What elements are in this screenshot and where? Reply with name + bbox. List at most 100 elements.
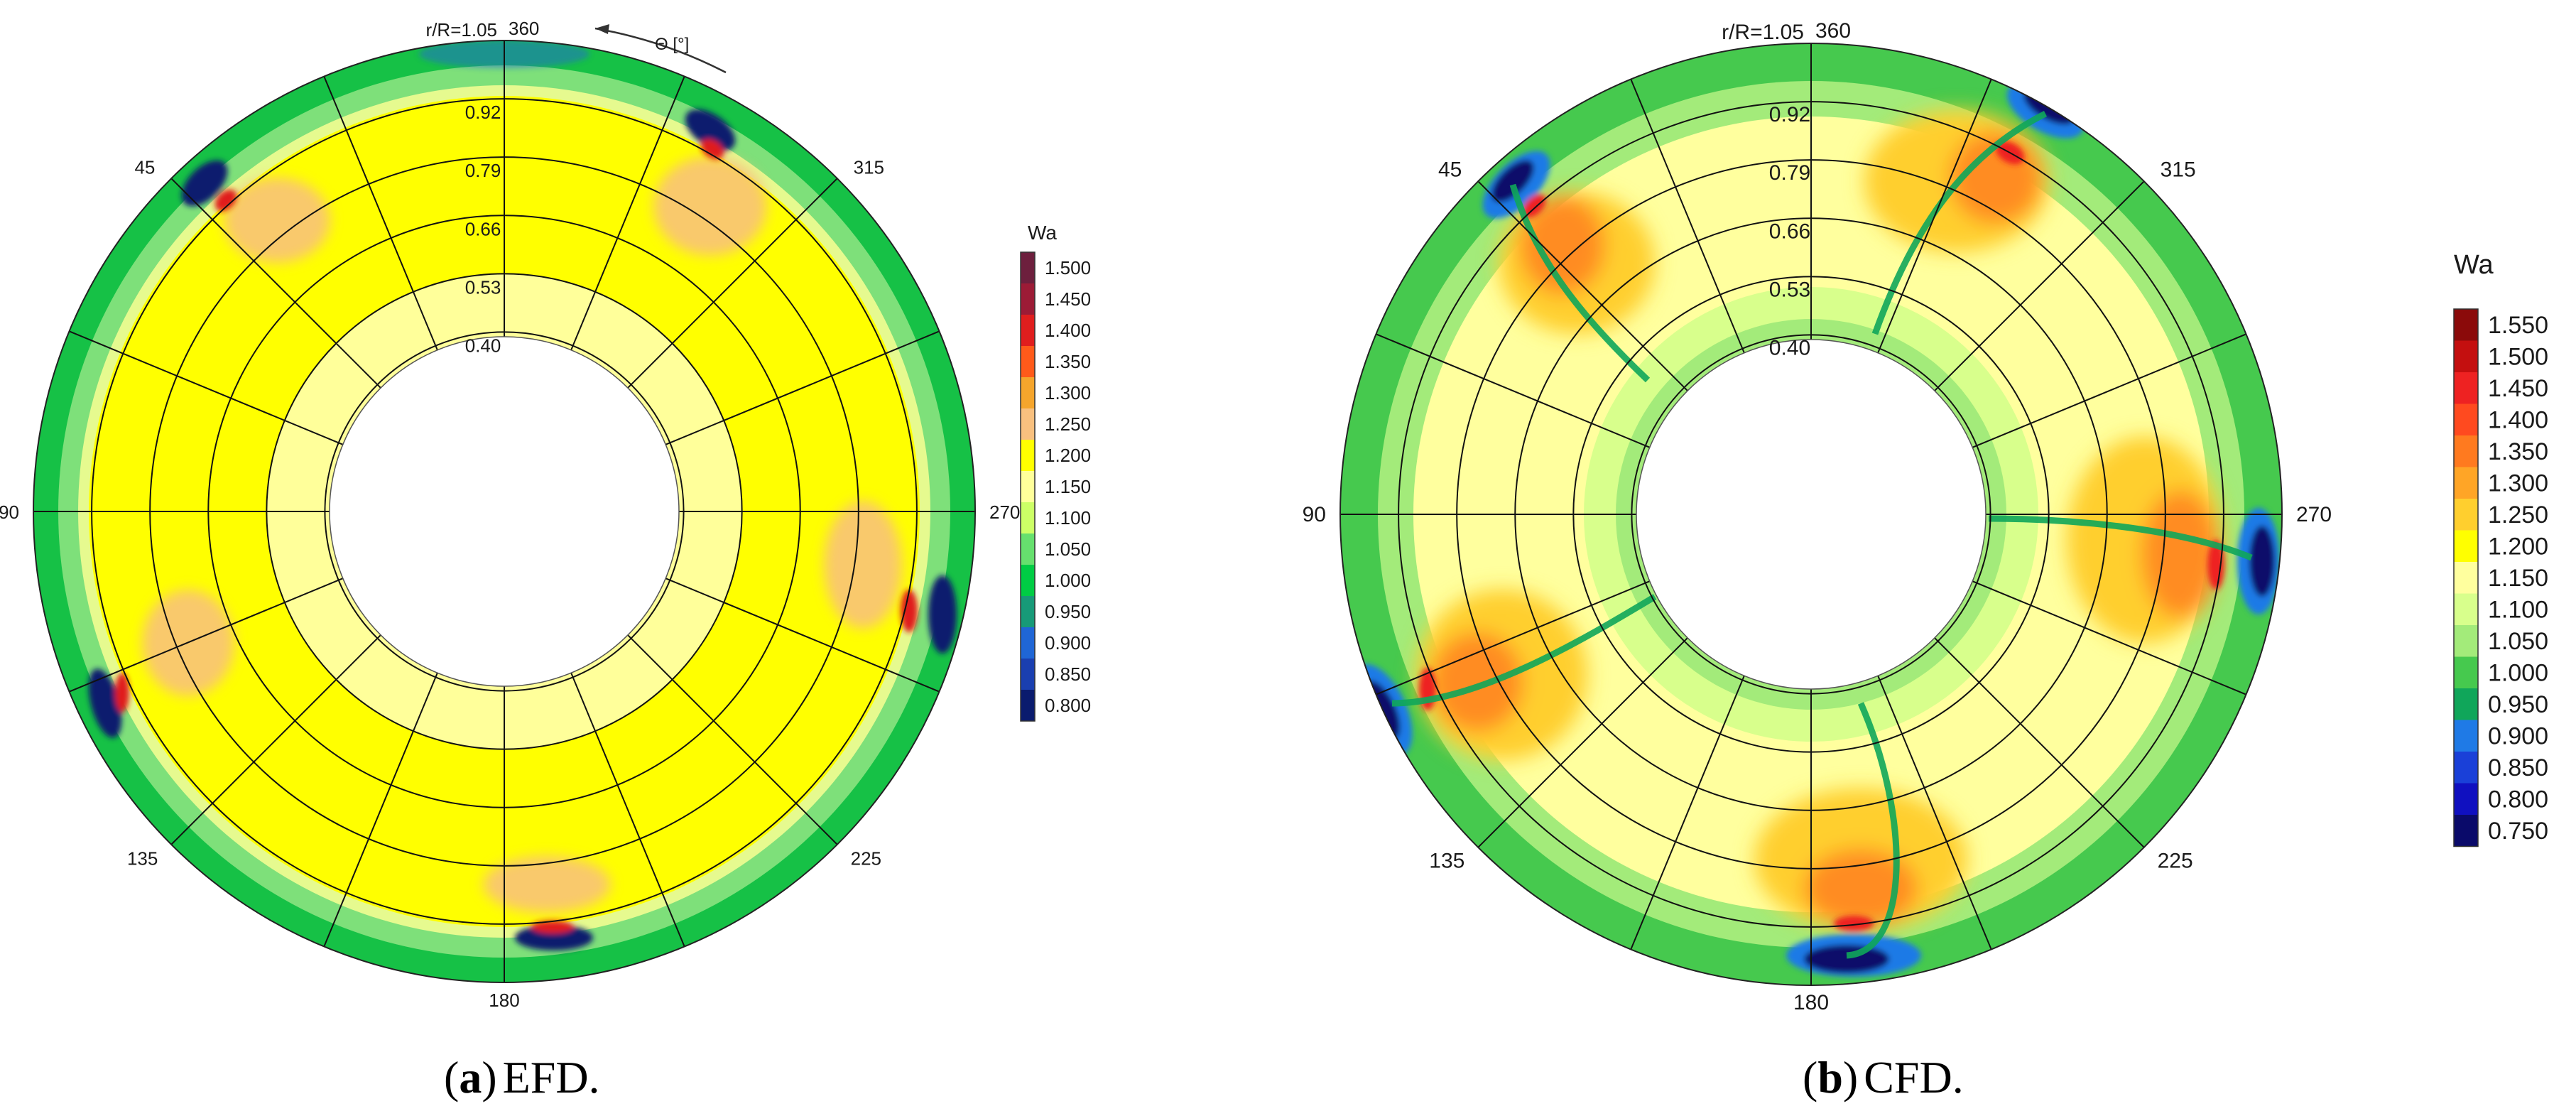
radius-label: 0.40 [1769, 336, 1810, 359]
angle-spoke [570, 76, 685, 351]
legend-title: Wa [1028, 222, 1057, 244]
legend-level-label: 1.550 [2488, 312, 2548, 339]
angle-label: 315 [854, 156, 884, 178]
angle-label: 135 [1429, 850, 1464, 873]
angle-spoke [1376, 580, 1651, 695]
legend-swatch [2454, 815, 2478, 847]
angle-spoke [1972, 333, 2246, 448]
angle-label: 45 [1438, 158, 1462, 181]
legend-level-label: 1.150 [1045, 476, 1091, 497]
legend-cfd: Wa 1.550 1.500 1.450 1.400 1.350 1.300 1.250 1.2… [2453, 250, 2548, 847]
legend-swatch [1021, 440, 1035, 471]
legend-level-label: 0.850 [1045, 663, 1091, 685]
angle-spoke [69, 330, 344, 445]
polar-contour-efd: r/R=1.05 0.92 0.79 0.66 0.53 0.40 360 45 90 135 1… [0, 18, 1091, 1103]
radius-label: 0.92 [1769, 103, 1810, 126]
legend-swatch [1021, 659, 1035, 690]
angle-spoke [1877, 79, 1992, 354]
legend-level-label: 1.050 [1045, 538, 1091, 560]
legend-frame [2453, 308, 2479, 847]
angle-spoke [1934, 180, 2145, 391]
radius-label: 0.79 [465, 160, 501, 181]
angle-label: 270 [2296, 503, 2332, 526]
angle-spoke [665, 578, 940, 693]
angle-spoke [627, 634, 838, 845]
legend-level-label: 0.800 [1045, 695, 1091, 716]
angle-label: 225 [851, 848, 881, 869]
legend-level-label: 1.200 [2488, 533, 2548, 560]
angle-label: 360 [1815, 19, 1851, 43]
angle-label: 180 [489, 990, 519, 1011]
legend-level-label: 1.450 [2488, 375, 2548, 402]
legend-swatch [1021, 377, 1035, 408]
caption-cfd: (b) CFD. [1803, 1052, 1964, 1103]
angle-label: 45 [134, 156, 155, 178]
arrow-head-icon [595, 24, 609, 34]
legend-swatch [2454, 467, 2478, 499]
angle-spoke [627, 178, 838, 389]
legend-swatch [2454, 783, 2478, 815]
angle-spoke [1376, 333, 1651, 448]
legend-swatch [1021, 502, 1035, 533]
legend-level-label: 1.400 [2488, 407, 2548, 434]
legend-frame [1020, 251, 1036, 722]
theta-direction-arrow [594, 27, 727, 74]
radius-label: r/R=1.05 [426, 19, 497, 40]
legend-level-label: 0.950 [1045, 601, 1091, 622]
radius-label: 0.66 [465, 218, 501, 239]
legend-level-label: 1.100 [2488, 597, 2548, 624]
legend-swatch [2454, 720, 2478, 752]
legend-swatch [1021, 471, 1035, 502]
radius-labels-efd: r/R=1.05 0.92 0.79 0.66 0.53 0.40 [426, 19, 501, 356]
legend-level-label: 1.000 [2488, 660, 2548, 687]
legend-level-label: 1.100 [1045, 507, 1091, 529]
legend-swatch [1021, 283, 1035, 315]
angle-label: 315 [2161, 158, 2196, 181]
angle-spoke [1934, 637, 2145, 848]
legend-level-label: 1.300 [2488, 470, 2548, 497]
legend-swatch [1021, 533, 1035, 565]
angle-spoke [323, 76, 438, 351]
legend-swatch [1021, 252, 1035, 283]
legend-level-label: 1.500 [1045, 257, 1091, 278]
legend-swatch [2454, 562, 2478, 594]
angle-spoke [1477, 637, 1688, 848]
legend-level-label: 0.850 [2488, 754, 2548, 781]
legend-level-label: 0.900 [2488, 723, 2548, 750]
legend-swatch [2454, 593, 2478, 625]
legend-level-label: 0.900 [1045, 632, 1091, 654]
radius-label: 0.79 [1769, 161, 1810, 185]
legend-swatch [2454, 340, 2478, 372]
legend-level-label: 0.800 [2488, 786, 2548, 813]
angle-label: 225 [2158, 850, 2193, 873]
angle-label: 90 [0, 502, 19, 523]
legend-swatch [2454, 499, 2478, 531]
legend-level-label: 1.150 [2488, 565, 2548, 592]
legend-level-label: 1.200 [1045, 445, 1091, 466]
angle-labels-efd: 360 45 90 135 180 225 270 315 [0, 18, 1020, 1011]
legend-level-label: 1.250 [1045, 413, 1091, 435]
legend-level-label: 1.300 [1045, 382, 1091, 403]
legend-level-label: 1.000 [1045, 570, 1091, 591]
angle-label: 90 [1303, 503, 1326, 526]
angle-spoke [570, 672, 685, 947]
legend-level-label: 1.500 [2488, 344, 2548, 371]
legend-level-label: 0.950 [2488, 691, 2548, 718]
angle-labels-cfd: 360 45 90 135 180 225 270 315 [1303, 19, 2332, 1014]
legend-swatch [1021, 627, 1035, 659]
angle-label: 270 [989, 502, 1020, 523]
legend-level-label: 1.050 [2488, 628, 2548, 655]
radius-label: 0.53 [1769, 278, 1810, 301]
angle-spoke [1630, 675, 1745, 950]
radius-label: 0.53 [465, 276, 501, 298]
legend-efd: Wa 1.500 1.450 1.400 1.350 1.300 1.250 1.200 1.1… [1020, 222, 1091, 722]
angle-spoke [1877, 675, 1992, 950]
angle-label: 180 [1793, 991, 1829, 1014]
legend-swatch [2454, 625, 2478, 657]
angle-spoke [1477, 180, 1688, 391]
angle-spoke [665, 330, 940, 445]
legend-level-label: 1.350 [2488, 438, 2548, 465]
legend-level-label: 1.400 [1045, 320, 1091, 341]
angle-label: 135 [127, 848, 158, 869]
